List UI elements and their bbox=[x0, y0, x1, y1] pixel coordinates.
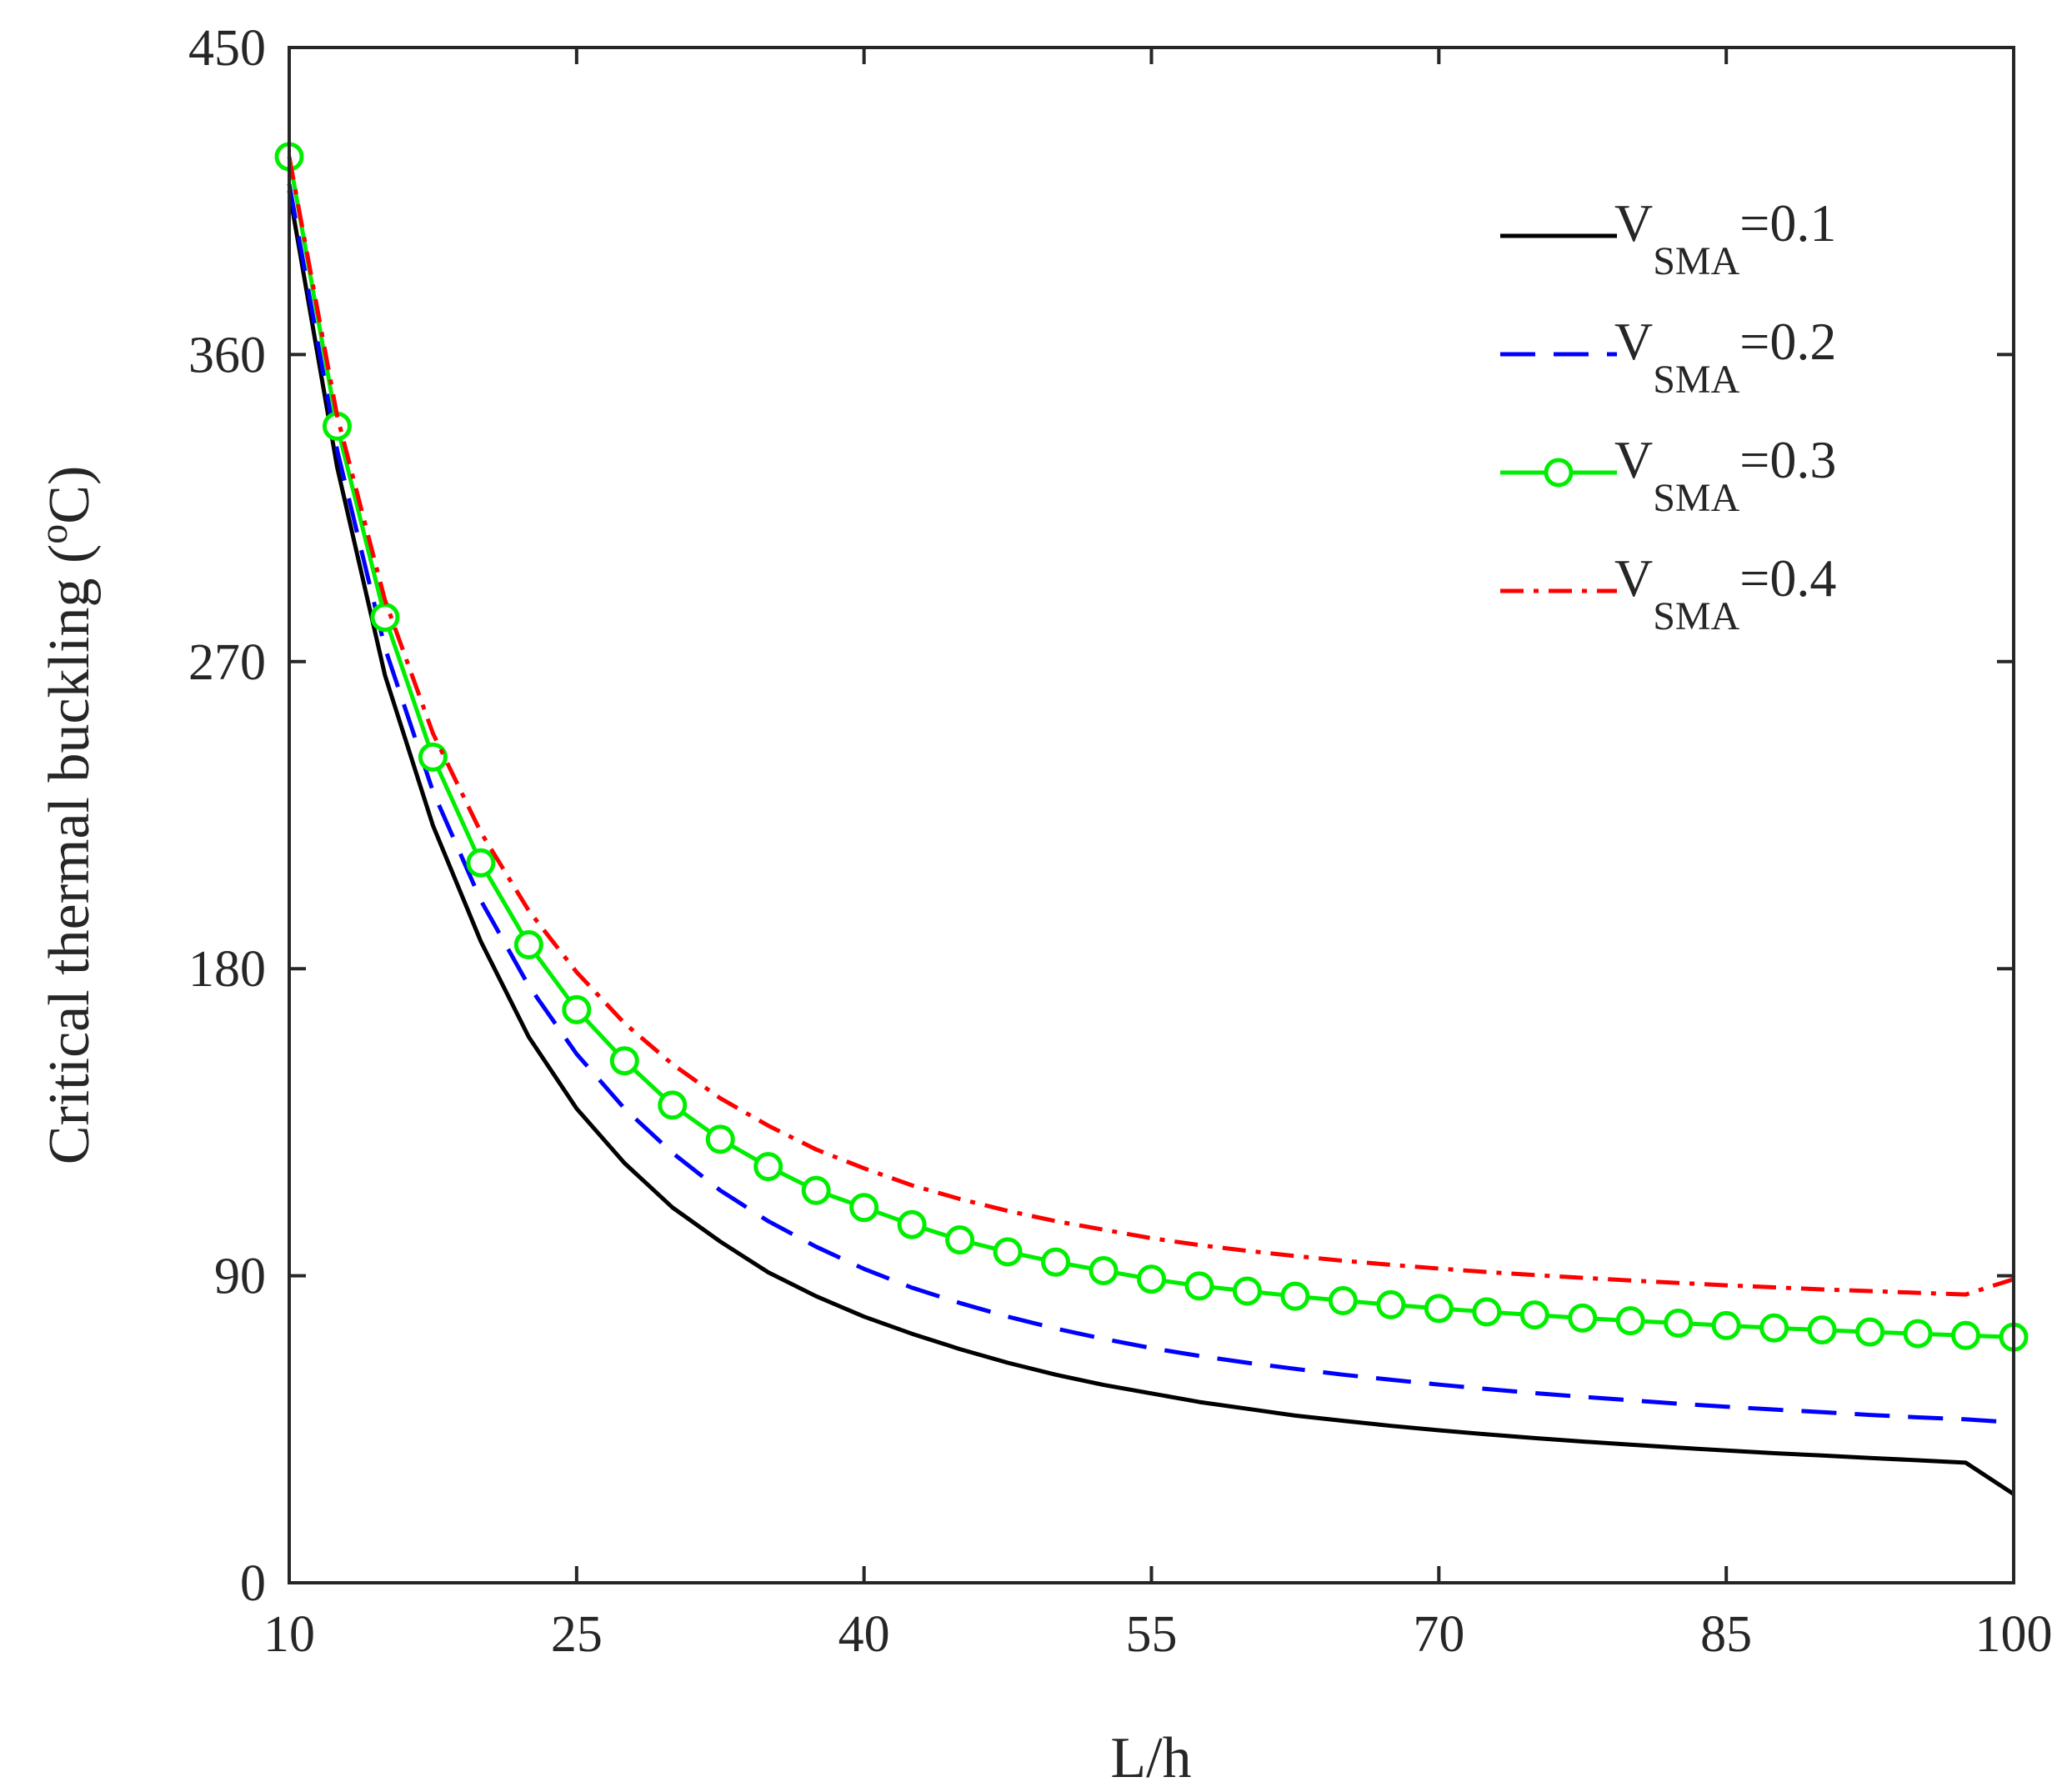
series-line bbox=[287, 190, 2015, 1496]
y-axis-title-main: Critical thermal buckling ( bbox=[38, 544, 102, 1165]
data-point bbox=[1711, 1310, 1741, 1340]
legend-label-sub: SMA bbox=[1653, 358, 1739, 402]
legend-item: VSMA=0.4 bbox=[1500, 548, 1836, 638]
legend-marker bbox=[1544, 458, 1574, 488]
data-point bbox=[1855, 1317, 1885, 1347]
data-point bbox=[1472, 1297, 1502, 1327]
legend-label-tail: =0.1 bbox=[1739, 193, 1836, 253]
data-point bbox=[562, 994, 592, 1024]
series-1 bbox=[287, 190, 2015, 1496]
series-4 bbox=[287, 156, 2014, 1297]
data-point bbox=[1232, 1276, 1262, 1306]
series-line bbox=[287, 156, 2014, 1297]
legend-item: VSMA=0.2 bbox=[1500, 312, 1836, 402]
legend-label-main: V bbox=[1614, 430, 1653, 489]
y-axis-title: Critical thermal buckling (oC) bbox=[32, 466, 102, 1165]
data-point bbox=[513, 930, 543, 960]
y-tick-label: 450 bbox=[188, 20, 266, 77]
data-point bbox=[753, 1152, 783, 1182]
x-tick-label: 100 bbox=[1975, 1606, 2053, 1663]
data-point bbox=[322, 411, 352, 441]
data-point bbox=[1664, 1308, 1694, 1338]
y-tick-label: 270 bbox=[188, 634, 266, 691]
data-point bbox=[1903, 1319, 1933, 1349]
x-axis-title: L/h bbox=[1110, 1726, 1191, 1790]
legend-label-main: V bbox=[1614, 312, 1653, 371]
data-point bbox=[1184, 1271, 1214, 1301]
x-tick-label: 25 bbox=[551, 1606, 603, 1663]
plot-background bbox=[289, 48, 2014, 1583]
y-tick-label: 90 bbox=[214, 1249, 266, 1305]
data-point bbox=[1089, 1255, 1119, 1285]
series-line bbox=[287, 183, 2014, 1425]
data-point bbox=[1615, 1306, 1645, 1336]
data-point bbox=[609, 1046, 639, 1076]
data-point bbox=[1424, 1294, 1454, 1324]
y-tick-label: 360 bbox=[188, 327, 266, 383]
legend-label-sub: SMA bbox=[1653, 476, 1739, 520]
legend-item: VSMA=0.3 bbox=[1500, 430, 1836, 520]
data-point bbox=[1951, 1320, 1981, 1350]
data-point bbox=[466, 848, 496, 878]
series-layer bbox=[274, 142, 2029, 1496]
data-point bbox=[945, 1225, 975, 1255]
data-point bbox=[993, 1237, 1023, 1267]
data-point bbox=[1137, 1264, 1166, 1294]
data-point bbox=[1519, 1300, 1549, 1330]
y-tick-label: 0 bbox=[240, 1555, 266, 1612]
legend-item: VSMA=0.1 bbox=[1500, 193, 1836, 283]
legend-label: VSMA=0.2 bbox=[1614, 312, 1836, 402]
x-tick-label: 55 bbox=[1126, 1606, 1178, 1663]
data-point bbox=[897, 1209, 927, 1239]
x-tick-label: 70 bbox=[1413, 1606, 1464, 1663]
data-point bbox=[705, 1124, 735, 1154]
data-point bbox=[1041, 1247, 1071, 1277]
data-point bbox=[1280, 1281, 1310, 1311]
legend-label-tail: =0.2 bbox=[1739, 312, 1836, 371]
data-point bbox=[1759, 1313, 1789, 1343]
legend-label: VSMA=0.1 bbox=[1614, 193, 1836, 283]
legend-label-sub: SMA bbox=[1653, 594, 1739, 638]
x-tick-label: 40 bbox=[838, 1606, 890, 1663]
data-point bbox=[849, 1193, 879, 1223]
legend-label-main: V bbox=[1614, 548, 1653, 608]
legend-label-tail: =0.3 bbox=[1739, 430, 1836, 489]
ticks-layer: 10 25 40 55 70 85 100 0 90 180 270 360 450 bbox=[188, 20, 2053, 1663]
legend-label: VSMA=0.3 bbox=[1614, 430, 1836, 520]
data-point bbox=[370, 603, 400, 633]
legend-label-tail: =0.4 bbox=[1739, 548, 1836, 608]
data-point bbox=[658, 1090, 688, 1120]
series-2 bbox=[287, 183, 2014, 1425]
legend-label: VSMA=0.4 bbox=[1614, 548, 1836, 638]
data-point bbox=[1376, 1289, 1406, 1319]
data-point bbox=[1568, 1303, 1598, 1333]
data-point bbox=[418, 742, 448, 772]
legend-label-sub: SMA bbox=[1653, 239, 1739, 283]
y-axis-title-tail: C) bbox=[38, 466, 102, 524]
y-axis-title-sup: o bbox=[32, 524, 76, 544]
data-point bbox=[801, 1175, 831, 1205]
data-point bbox=[1807, 1315, 1837, 1345]
x-tick-label: 10 bbox=[263, 1606, 315, 1663]
data-point bbox=[1328, 1285, 1358, 1315]
legend-label-main: V bbox=[1614, 193, 1653, 253]
y-tick-label: 180 bbox=[188, 941, 266, 998]
x-tick-label: 85 bbox=[1700, 1606, 1752, 1663]
